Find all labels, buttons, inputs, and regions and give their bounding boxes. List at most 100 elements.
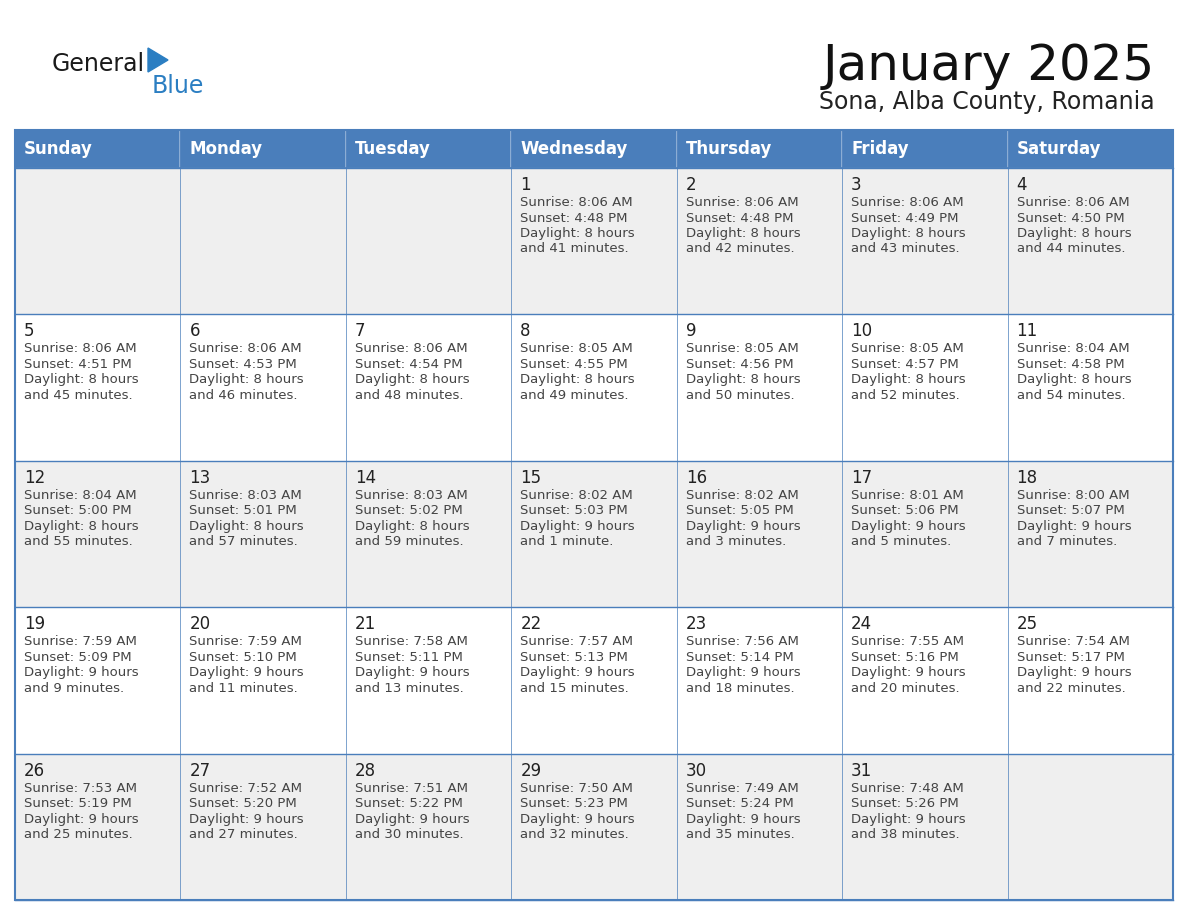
Text: and 41 minutes.: and 41 minutes. — [520, 242, 628, 255]
Text: and 43 minutes.: and 43 minutes. — [851, 242, 960, 255]
Text: Sunset: 5:16 PM: Sunset: 5:16 PM — [851, 651, 959, 664]
Bar — [1007, 168, 1173, 314]
Text: 13: 13 — [189, 469, 210, 487]
Text: 30: 30 — [685, 762, 707, 779]
Text: 10: 10 — [851, 322, 872, 341]
Text: Sunset: 5:17 PM: Sunset: 5:17 PM — [1017, 651, 1125, 664]
Text: 1: 1 — [520, 176, 531, 194]
Text: and 7 minutes.: and 7 minutes. — [1017, 535, 1117, 548]
Text: 28: 28 — [355, 762, 375, 779]
Text: Daylight: 8 hours: Daylight: 8 hours — [355, 520, 469, 532]
Text: and 52 minutes.: and 52 minutes. — [851, 389, 960, 402]
Bar — [677, 607, 842, 754]
Text: Daylight: 9 hours: Daylight: 9 hours — [355, 666, 469, 679]
Text: Sunrise: 7:59 AM: Sunrise: 7:59 AM — [24, 635, 137, 648]
Text: Sunrise: 7:49 AM: Sunrise: 7:49 AM — [685, 781, 798, 795]
Text: Daylight: 8 hours: Daylight: 8 hours — [24, 520, 139, 532]
Text: Daylight: 9 hours: Daylight: 9 hours — [1017, 520, 1131, 532]
Text: Daylight: 9 hours: Daylight: 9 hours — [685, 520, 801, 532]
Text: Sunset: 4:58 PM: Sunset: 4:58 PM — [1017, 358, 1124, 371]
Text: 16: 16 — [685, 469, 707, 487]
Text: Sunrise: 7:55 AM: Sunrise: 7:55 AM — [851, 635, 965, 648]
Text: Sunrise: 8:06 AM: Sunrise: 8:06 AM — [189, 342, 302, 355]
Text: 23: 23 — [685, 615, 707, 633]
Text: and 48 minutes.: and 48 minutes. — [355, 389, 463, 402]
Bar — [15, 754, 181, 900]
Text: Sunrise: 8:03 AM: Sunrise: 8:03 AM — [355, 488, 468, 502]
Text: Daylight: 9 hours: Daylight: 9 hours — [685, 812, 801, 825]
Bar — [15, 607, 181, 754]
Bar — [181, 314, 346, 461]
Bar — [181, 461, 346, 607]
Text: Sunrise: 8:04 AM: Sunrise: 8:04 AM — [1017, 342, 1130, 355]
Text: and 5 minutes.: and 5 minutes. — [851, 535, 952, 548]
Text: Sunset: 5:13 PM: Sunset: 5:13 PM — [520, 651, 628, 664]
Text: and 20 minutes.: and 20 minutes. — [851, 682, 960, 695]
Text: Daylight: 8 hours: Daylight: 8 hours — [355, 374, 469, 386]
Text: Sunset: 5:11 PM: Sunset: 5:11 PM — [355, 651, 463, 664]
Bar — [1007, 130, 1173, 168]
Bar — [181, 754, 346, 900]
Text: Sunset: 4:49 PM: Sunset: 4:49 PM — [851, 211, 959, 225]
Text: and 46 minutes.: and 46 minutes. — [189, 389, 298, 402]
Text: and 18 minutes.: and 18 minutes. — [685, 682, 795, 695]
Text: Daylight: 9 hours: Daylight: 9 hours — [24, 666, 139, 679]
Text: and 59 minutes.: and 59 minutes. — [355, 535, 463, 548]
Bar — [346, 754, 511, 900]
Text: Sunset: 5:23 PM: Sunset: 5:23 PM — [520, 797, 628, 810]
Text: Daylight: 9 hours: Daylight: 9 hours — [1017, 666, 1131, 679]
Text: January 2025: January 2025 — [823, 42, 1155, 90]
Text: 26: 26 — [24, 762, 45, 779]
Text: 8: 8 — [520, 322, 531, 341]
Text: Daylight: 8 hours: Daylight: 8 hours — [685, 227, 801, 240]
Text: Daylight: 8 hours: Daylight: 8 hours — [685, 374, 801, 386]
Bar — [842, 130, 1007, 168]
Text: 3: 3 — [851, 176, 861, 194]
Text: Friday: Friday — [851, 140, 909, 158]
Text: Sunrise: 8:05 AM: Sunrise: 8:05 AM — [685, 342, 798, 355]
Text: and 13 minutes.: and 13 minutes. — [355, 682, 463, 695]
Text: General: General — [52, 52, 145, 76]
Text: Sunset: 4:57 PM: Sunset: 4:57 PM — [851, 358, 959, 371]
Text: 17: 17 — [851, 469, 872, 487]
Bar — [1007, 461, 1173, 607]
Text: 18: 18 — [1017, 469, 1037, 487]
Text: and 44 minutes.: and 44 minutes. — [1017, 242, 1125, 255]
Text: Sunrise: 8:06 AM: Sunrise: 8:06 AM — [685, 196, 798, 209]
Text: Daylight: 8 hours: Daylight: 8 hours — [520, 227, 634, 240]
Text: Daylight: 8 hours: Daylight: 8 hours — [520, 374, 634, 386]
Text: Sunrise: 8:06 AM: Sunrise: 8:06 AM — [851, 196, 963, 209]
Text: 31: 31 — [851, 762, 872, 779]
Bar — [677, 130, 842, 168]
Bar — [842, 607, 1007, 754]
Text: Sunrise: 8:01 AM: Sunrise: 8:01 AM — [851, 488, 963, 502]
Text: Sunrise: 7:52 AM: Sunrise: 7:52 AM — [189, 781, 303, 795]
Text: 25: 25 — [1017, 615, 1037, 633]
Text: Sunrise: 7:54 AM: Sunrise: 7:54 AM — [1017, 635, 1130, 648]
Text: Daylight: 9 hours: Daylight: 9 hours — [520, 520, 634, 532]
Text: 5: 5 — [24, 322, 34, 341]
Bar — [346, 168, 511, 314]
Text: 2: 2 — [685, 176, 696, 194]
Bar — [1007, 607, 1173, 754]
Text: Sunrise: 7:57 AM: Sunrise: 7:57 AM — [520, 635, 633, 648]
Text: Daylight: 9 hours: Daylight: 9 hours — [24, 812, 139, 825]
Bar — [346, 607, 511, 754]
Text: Sunrise: 7:50 AM: Sunrise: 7:50 AM — [520, 781, 633, 795]
Text: and 55 minutes.: and 55 minutes. — [24, 535, 133, 548]
Text: and 30 minutes.: and 30 minutes. — [355, 828, 463, 841]
Bar — [15, 130, 1173, 900]
Text: Sunset: 5:10 PM: Sunset: 5:10 PM — [189, 651, 297, 664]
Text: Sunrise: 8:02 AM: Sunrise: 8:02 AM — [520, 488, 633, 502]
Text: Sunset: 5:26 PM: Sunset: 5:26 PM — [851, 797, 959, 810]
Text: Sunrise: 8:06 AM: Sunrise: 8:06 AM — [520, 196, 633, 209]
Text: Daylight: 8 hours: Daylight: 8 hours — [851, 227, 966, 240]
Bar — [511, 607, 677, 754]
Text: and 27 minutes.: and 27 minutes. — [189, 828, 298, 841]
Bar — [15, 461, 181, 607]
Text: Sunrise: 7:56 AM: Sunrise: 7:56 AM — [685, 635, 798, 648]
Text: Blue: Blue — [152, 74, 204, 98]
Bar — [15, 314, 181, 461]
Text: Sunset: 4:54 PM: Sunset: 4:54 PM — [355, 358, 462, 371]
Text: Sunset: 4:48 PM: Sunset: 4:48 PM — [685, 211, 794, 225]
